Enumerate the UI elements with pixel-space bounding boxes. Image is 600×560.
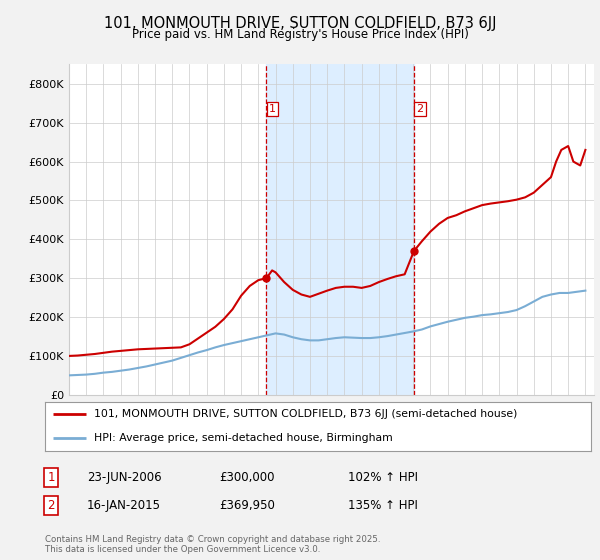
Text: £300,000: £300,000 (219, 470, 275, 484)
Bar (266, 64, 414, 395)
Text: 2: 2 (416, 104, 424, 114)
Text: £369,950: £369,950 (219, 498, 275, 512)
Text: Contains HM Land Registry data © Crown copyright and database right 2025.
This d: Contains HM Land Registry data © Crown c… (45, 535, 380, 554)
Text: 23-JUN-2006: 23-JUN-2006 (87, 470, 161, 484)
Text: 101, MONMOUTH DRIVE, SUTTON COLDFIELD, B73 6JJ: 101, MONMOUTH DRIVE, SUTTON COLDFIELD, B… (104, 16, 496, 31)
Text: HPI: Average price, semi-detached house, Birmingham: HPI: Average price, semi-detached house,… (94, 433, 393, 443)
Text: 135% ↑ HPI: 135% ↑ HPI (348, 498, 418, 512)
Text: 16-JAN-2015: 16-JAN-2015 (87, 498, 161, 512)
Text: 1: 1 (47, 470, 55, 484)
Text: 102% ↑ HPI: 102% ↑ HPI (348, 470, 418, 484)
Text: 1: 1 (269, 104, 276, 114)
Text: Price paid vs. HM Land Registry's House Price Index (HPI): Price paid vs. HM Land Registry's House … (131, 28, 469, 41)
Text: 101, MONMOUTH DRIVE, SUTTON COLDFIELD, B73 6JJ (semi-detached house): 101, MONMOUTH DRIVE, SUTTON COLDFIELD, B… (94, 409, 518, 419)
Text: 2: 2 (47, 498, 55, 512)
